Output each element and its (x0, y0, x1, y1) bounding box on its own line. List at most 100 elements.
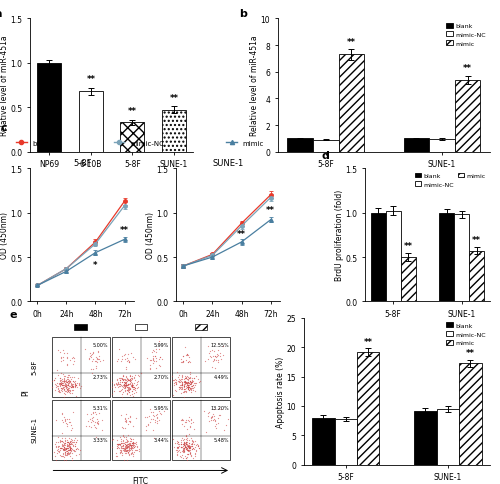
Point (60, 456, 68, 464)
Point (156, 362, 164, 370)
Point (63, 415, 71, 423)
Point (93, 359, 101, 366)
Point (118, 444, 126, 452)
Point (186, 450, 194, 458)
Point (122, 442, 130, 450)
Point (214, 405, 222, 412)
Point (58, 376, 66, 383)
Point (182, 381, 190, 389)
Point (189, 386, 197, 393)
Point (123, 456, 131, 464)
Bar (288, 139, 313, 152)
Point (68, 382, 76, 390)
Point (180, 444, 188, 452)
Y-axis label: Relative level of miR-451a: Relative level of miR-451a (250, 36, 259, 136)
Point (129, 381, 137, 389)
Point (86, 355, 94, 363)
Point (58, 437, 66, 445)
Point (115, 387, 123, 395)
Point (54, 387, 62, 394)
Point (168, 372, 176, 380)
Point (57, 444, 65, 452)
Point (80, 345, 88, 353)
Point (131, 355, 139, 363)
Point (180, 446, 188, 454)
Point (72, 383, 80, 391)
Bar (469, 251, 484, 302)
Point (65, 377, 73, 384)
Point (63, 378, 71, 386)
Point (122, 445, 130, 453)
Point (66, 446, 74, 454)
Point (184, 384, 192, 392)
Point (186, 446, 194, 454)
Point (184, 444, 192, 452)
Point (184, 385, 192, 393)
Point (59, 445, 67, 453)
Point (152, 358, 160, 365)
Point (72, 381, 80, 389)
Point (190, 381, 198, 389)
Point (95, 352, 103, 360)
Point (65, 446, 73, 454)
Point (128, 378, 136, 386)
Point (126, 441, 134, 449)
Point (194, 441, 202, 449)
Point (188, 385, 196, 393)
Point (132, 384, 140, 392)
Point (185, 441, 193, 449)
Point (69, 377, 77, 385)
Point (52, 440, 60, 448)
Point (130, 383, 138, 391)
Point (180, 383, 188, 391)
Point (120, 424, 128, 432)
Point (68, 383, 76, 391)
Point (64, 439, 72, 446)
Point (88, 369, 96, 377)
Point (212, 424, 220, 432)
Point (188, 377, 196, 385)
Point (124, 443, 132, 451)
Point (190, 388, 198, 395)
Point (90, 424, 98, 431)
Point (170, 379, 178, 387)
Text: SUNE-1: SUNE-1 (31, 417, 37, 442)
Point (68, 445, 76, 453)
Point (172, 446, 180, 454)
Y-axis label: Relative level of miR-451a: Relative level of miR-451a (0, 36, 9, 136)
Point (66, 443, 74, 451)
Point (65, 442, 73, 450)
Point (66, 447, 74, 455)
Point (184, 456, 192, 464)
Legend: blank, mimic-NC, mimic: blank, mimic-NC, mimic (445, 22, 487, 48)
Point (184, 443, 192, 451)
Point (180, 383, 188, 391)
Point (178, 381, 186, 389)
Point (180, 375, 188, 383)
Title: SUNE-1: SUNE-1 (212, 159, 244, 168)
Point (90, 421, 98, 429)
Point (182, 374, 190, 381)
Point (55, 387, 63, 395)
Point (177, 437, 185, 444)
Point (59, 449, 67, 457)
Point (171, 376, 179, 383)
Point (120, 387, 128, 394)
Point (58, 438, 66, 445)
Point (184, 373, 192, 381)
Text: *: * (93, 260, 98, 269)
Point (182, 378, 190, 386)
Point (124, 437, 132, 445)
Point (64, 385, 72, 393)
Point (114, 380, 122, 388)
Point (180, 380, 188, 388)
Point (185, 439, 193, 447)
Point (90, 348, 98, 356)
Point (118, 432, 126, 440)
Point (186, 379, 194, 387)
Point (66, 382, 74, 390)
Point (64, 449, 72, 457)
Point (126, 358, 134, 366)
Point (126, 385, 134, 393)
Point (71, 380, 79, 388)
